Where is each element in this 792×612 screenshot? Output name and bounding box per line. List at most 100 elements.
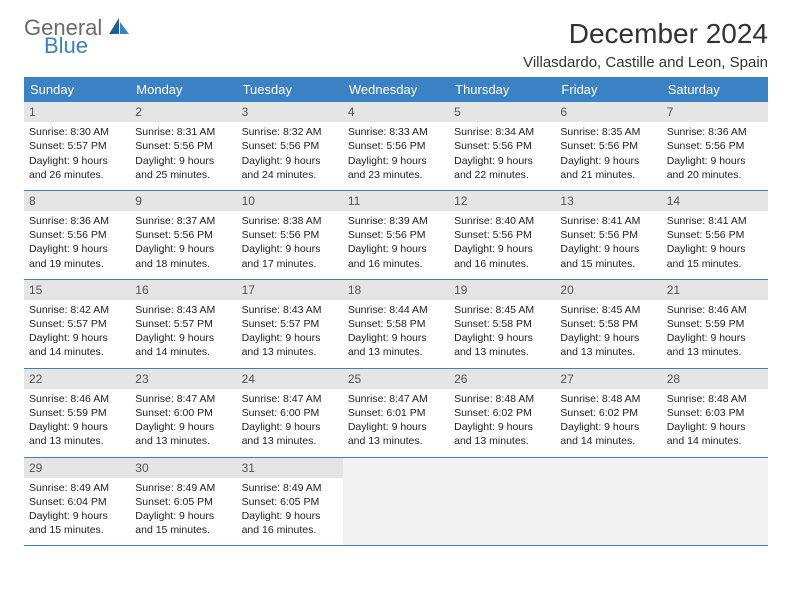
day-info-line: Sunset: 6:03 PM [667,406,763,420]
day-info-line: Sunset: 5:56 PM [454,228,550,242]
day-info-line: and 13 minutes. [560,345,656,359]
calendar-cell: 19Sunrise: 8:45 AMSunset: 5:58 PMDayligh… [449,279,555,368]
calendar-body: 1Sunrise: 8:30 AMSunset: 5:57 PMDaylight… [24,102,768,546]
day-info-line: and 19 minutes. [29,257,125,271]
day-info-line: Sunrise: 8:46 AM [667,303,763,317]
day-info-line: and 16 minutes. [348,257,444,271]
calendar-cell-empty [662,457,768,546]
calendar-cell: 30Sunrise: 8:49 AMSunset: 6:05 PMDayligh… [130,457,236,546]
day-number: 14 [662,191,768,211]
day-number: 26 [449,369,555,389]
day-info-line: Sunset: 6:04 PM [29,495,125,509]
day-info-line: and 13 minutes. [29,434,125,448]
day-info-line: Sunset: 5:56 PM [667,228,763,242]
day-info-line: Sunrise: 8:47 AM [348,392,444,406]
weekday-header: Monday [130,77,236,102]
day-info-line: Sunset: 6:05 PM [242,495,338,509]
calendar-cell: 12Sunrise: 8:40 AMSunset: 5:56 PMDayligh… [449,190,555,279]
day-number: 16 [130,280,236,300]
day-info-line: Sunset: 5:59 PM [667,317,763,331]
day-info-line: Daylight: 9 hours [348,331,444,345]
day-number: 15 [24,280,130,300]
day-info-line: Sunset: 5:57 PM [29,139,125,153]
brand-logo: General Blue [24,18,131,56]
day-info-line: Sunset: 6:02 PM [560,406,656,420]
day-info-line: Sunset: 6:00 PM [242,406,338,420]
day-info-line: Sunset: 5:56 PM [29,228,125,242]
day-info-line: and 26 minutes. [29,168,125,182]
day-info-line: Daylight: 9 hours [29,154,125,168]
day-info-line: and 14 minutes. [667,434,763,448]
calendar-table: SundayMondayTuesdayWednesdayThursdayFrid… [24,77,768,546]
day-info-line: Sunrise: 8:43 AM [135,303,231,317]
calendar-cell: 6Sunrise: 8:35 AMSunset: 5:56 PMDaylight… [555,102,661,190]
day-info-line: Sunrise: 8:44 AM [348,303,444,317]
day-info-line: Sunset: 5:56 PM [348,228,444,242]
day-info-line: Sunrise: 8:35 AM [560,125,656,139]
day-info-line: Daylight: 9 hours [29,420,125,434]
day-info-line: Sunrise: 8:45 AM [560,303,656,317]
day-info-line: Sunrise: 8:49 AM [242,481,338,495]
calendar-cell: 3Sunrise: 8:32 AMSunset: 5:56 PMDaylight… [237,102,343,190]
day-info-line: Sunrise: 8:31 AM [135,125,231,139]
day-info-line: Sunset: 5:57 PM [135,317,231,331]
calendar-cell: 24Sunrise: 8:47 AMSunset: 6:00 PMDayligh… [237,368,343,457]
day-info-line: Daylight: 9 hours [560,154,656,168]
day-info-line: Sunrise: 8:43 AM [242,303,338,317]
calendar-cell: 2Sunrise: 8:31 AMSunset: 5:56 PMDaylight… [130,102,236,190]
day-info-line: Sunrise: 8:48 AM [560,392,656,406]
calendar-cell: 23Sunrise: 8:47 AMSunset: 6:00 PMDayligh… [130,368,236,457]
day-number: 30 [130,458,236,478]
day-info-line: Sunrise: 8:33 AM [348,125,444,139]
day-info-line: Daylight: 9 hours [667,242,763,256]
calendar-cell: 10Sunrise: 8:38 AMSunset: 5:56 PMDayligh… [237,190,343,279]
day-info-line: Sunset: 5:59 PM [29,406,125,420]
calendar-cell-empty [343,457,449,546]
calendar-cell: 29Sunrise: 8:49 AMSunset: 6:04 PMDayligh… [24,457,130,546]
calendar-cell: 17Sunrise: 8:43 AMSunset: 5:57 PMDayligh… [237,279,343,368]
brand-text: General Blue [24,18,131,56]
calendar-cell: 20Sunrise: 8:45 AMSunset: 5:58 PMDayligh… [555,279,661,368]
day-number: 9 [130,191,236,211]
day-info-line: Sunset: 5:58 PM [348,317,444,331]
calendar-cell: 1Sunrise: 8:30 AMSunset: 5:57 PMDaylight… [24,102,130,190]
day-info-line: and 15 minutes. [667,257,763,271]
day-info-line: Daylight: 9 hours [135,509,231,523]
day-info-line: Sunrise: 8:48 AM [667,392,763,406]
weekday-header: Saturday [662,77,768,102]
day-info-line: Daylight: 9 hours [135,331,231,345]
day-info-line: Daylight: 9 hours [29,509,125,523]
month-title: December 2024 [523,18,768,50]
day-number: 2 [130,102,236,122]
day-info-line: Sunrise: 8:47 AM [135,392,231,406]
day-info-line: Daylight: 9 hours [242,331,338,345]
weekday-header: Friday [555,77,661,102]
day-info-line: Daylight: 9 hours [454,331,550,345]
day-number: 29 [24,458,130,478]
day-info-line: and 15 minutes. [135,523,231,537]
day-info-line: and 17 minutes. [242,257,338,271]
day-number: 8 [24,191,130,211]
day-info-line: Daylight: 9 hours [135,420,231,434]
calendar-cell: 5Sunrise: 8:34 AMSunset: 5:56 PMDaylight… [449,102,555,190]
calendar-cell: 18Sunrise: 8:44 AMSunset: 5:58 PMDayligh… [343,279,449,368]
day-number: 10 [237,191,343,211]
day-number: 21 [662,280,768,300]
day-info-line: and 15 minutes. [560,257,656,271]
day-info-line: Sunset: 6:02 PM [454,406,550,420]
day-info-line: and 16 minutes. [454,257,550,271]
day-info-line: Daylight: 9 hours [560,242,656,256]
day-info-line: Daylight: 9 hours [242,509,338,523]
day-info-line: Daylight: 9 hours [560,420,656,434]
calendar-cell: 28Sunrise: 8:48 AMSunset: 6:03 PMDayligh… [662,368,768,457]
day-info-line: Daylight: 9 hours [242,242,338,256]
day-info-line: Sunset: 5:58 PM [560,317,656,331]
day-info-line: and 24 minutes. [242,168,338,182]
day-info-line: and 14 minutes. [560,434,656,448]
calendar-cell: 11Sunrise: 8:39 AMSunset: 5:56 PMDayligh… [343,190,449,279]
day-info-line: Sunset: 6:00 PM [135,406,231,420]
day-info-line: Sunset: 5:56 PM [135,139,231,153]
brand-line2: Blue [44,36,131,56]
title-block: December 2024 Villasdardo, Castille and … [523,18,768,71]
day-info-line: and 13 minutes. [242,434,338,448]
